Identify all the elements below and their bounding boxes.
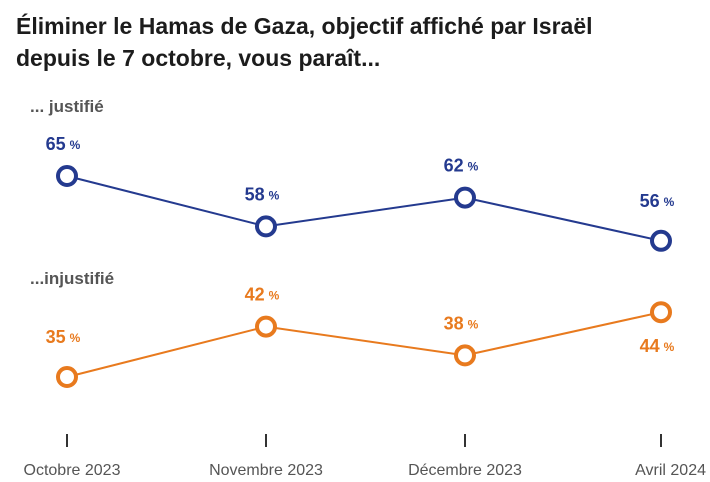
series-label-0: ... justifié <box>30 97 104 116</box>
data-point-0-0 <box>56 165 78 187</box>
data-point-1-0 <box>56 366 78 388</box>
series-line-0 <box>66 175 662 242</box>
series-label-1: ...injustifié <box>30 269 114 288</box>
data-point-0-2 <box>454 186 476 209</box>
value-label-1-1: 42% <box>245 285 280 305</box>
data-point-1-3 <box>650 301 672 324</box>
data-point-0-1 <box>255 215 277 238</box>
value-label-1-2: 38% <box>444 313 479 333</box>
chart-title: Éliminer le Hamas de Gaza, objectif affi… <box>16 10 696 74</box>
value-label-0-2: 62% <box>444 156 479 176</box>
chart-title-line-1: Éliminer le Hamas de Gaza, objectif affi… <box>16 13 593 39</box>
value-label-1-3: 44% <box>640 336 675 356</box>
data-point-1-2 <box>454 344 476 367</box>
value-label-1-0: 35% <box>46 327 81 347</box>
data-point-0-3 <box>650 229 672 252</box>
series-line-1 <box>66 311 662 378</box>
x-tick-label-0: Octobre 2023 <box>24 462 121 479</box>
value-label-0-3: 56% <box>640 191 675 211</box>
data-point-1-1 <box>255 315 277 338</box>
x-tick-label-3: Avril 2024 <box>635 462 706 479</box>
x-tick-label-2: Décembre 2023 <box>408 462 522 479</box>
value-label-0-0: 65% <box>46 134 81 154</box>
chart-title-line-2: depuis le 7 octobre, vous paraît... <box>16 45 381 71</box>
x-tick-label-1: Novembre 2023 <box>209 462 323 479</box>
value-label-0-1: 58% <box>245 184 280 204</box>
